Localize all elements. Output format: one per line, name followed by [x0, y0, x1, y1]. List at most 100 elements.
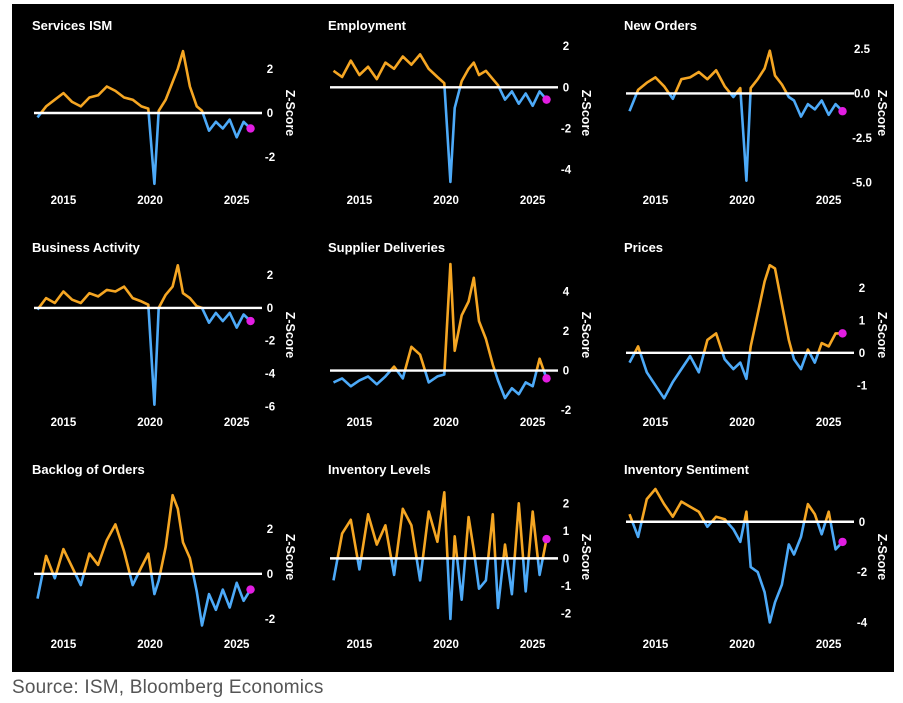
y-tick-label: -1 — [857, 380, 868, 392]
x-tick-label: 2020 — [137, 417, 163, 429]
source-note: Source: ISM, Bloomberg Economics — [12, 677, 324, 698]
latest-point — [542, 95, 551, 104]
x-tick-label: 2020 — [433, 639, 459, 651]
series-line-positive — [332, 53, 501, 88]
chart-8: Inventory Sentiment 0 -2 -4 Z-Score 2015 2020 2… — [624, 462, 889, 651]
series-line-positive — [633, 263, 843, 353]
y-tick-label: 0 — [267, 569, 273, 581]
x-tick-label: 2015 — [51, 639, 77, 651]
y-tick-label: 0 — [859, 348, 865, 360]
x-tick-label: 2020 — [729, 639, 755, 651]
y-axis-label: Z-Score — [579, 312, 593, 359]
x-tick-label: 2015 — [643, 417, 669, 429]
y-tick-label: 0 — [563, 553, 569, 565]
y-tick-label: 0 — [859, 517, 865, 529]
latest-point — [246, 316, 255, 326]
chart-title: Inventory Levels — [328, 462, 431, 477]
y-tick-label: 2 — [267, 64, 273, 76]
x-tick-label: 2015 — [643, 195, 669, 207]
y-tick-label: 2 — [267, 270, 273, 282]
x-tick-label: 2025 — [224, 639, 250, 651]
y-tick-label: -4 — [265, 369, 276, 381]
y-tick-label: 1 — [859, 315, 866, 327]
y-axis-label: Z-Score — [283, 312, 297, 359]
series-line-negative — [628, 93, 844, 182]
x-tick-label: 2020 — [433, 195, 459, 207]
x-tick-label: 2015 — [51, 195, 77, 207]
chart-3: Business Activity 2 0 -2 -4 -6 Z-Score 2015 2020… — [32, 240, 297, 429]
x-tick-label: 2015 — [347, 417, 373, 429]
chart-title: Business Activity — [32, 240, 141, 255]
latest-point — [542, 534, 551, 544]
latest-point — [246, 124, 255, 133]
series-line-positive — [388, 262, 546, 371]
y-tick-label: 0 — [563, 82, 569, 94]
chart-title: Inventory Sentiment — [624, 462, 750, 477]
series-line-positive — [628, 487, 832, 522]
y-tick-label: -2 — [561, 405, 571, 417]
series-line-positive — [39, 49, 205, 113]
chart-1: Employment 2 0 -2 -4 Z-Score 2015 2020 2025 — [328, 18, 593, 207]
chart-title: New Orders — [624, 18, 697, 33]
chart-4: Supplier Deliveries 4 2 0 -2 Z-Score 2015 2020 2… — [328, 240, 593, 429]
chart-title: Backlog of Orders — [32, 462, 145, 477]
y-tick-label: -2 — [265, 152, 275, 164]
x-tick-label: 2020 — [729, 195, 755, 207]
y-axis-label: Z-Score — [875, 534, 889, 581]
x-tick-label: 2015 — [347, 195, 373, 207]
series-line-negative — [36, 307, 252, 406]
latest-point — [542, 374, 551, 383]
y-tick-label: 0 — [563, 366, 569, 378]
x-tick-label: 2025 — [816, 195, 842, 207]
chart-7: Inventory Levels 2 1 0 -1 -2 Z-Score 2015 2020 20… — [328, 462, 593, 651]
chart-title: Employment — [328, 18, 407, 33]
x-tick-label: 2015 — [643, 639, 669, 651]
chart-panel: Services ISM 2 0 -2 Z-Score 2015 2020 2025 Emplo… — [12, 4, 894, 672]
y-tick-label: -2.5 — [852, 133, 872, 145]
series-line-negative — [36, 573, 252, 627]
x-tick-label: 2025 — [224, 417, 250, 429]
y-tick-label: -6 — [265, 401, 275, 413]
latest-point — [838, 329, 847, 338]
latest-point — [838, 107, 847, 116]
x-tick-label: 2015 — [347, 639, 373, 651]
series-line-positive — [635, 49, 789, 94]
y-tick-label: -5.0 — [852, 177, 872, 189]
x-tick-label: 2020 — [729, 417, 755, 429]
y-tick-label: -2 — [265, 336, 275, 348]
x-tick-label: 2020 — [137, 639, 163, 651]
y-tick-label: 2 — [267, 524, 273, 536]
y-axis-label: Z-Score — [875, 312, 889, 359]
y-tick-label: 2 — [563, 498, 569, 510]
x-tick-label: 2015 — [51, 417, 77, 429]
x-tick-label: 2020 — [433, 417, 459, 429]
series-line-positive — [37, 263, 204, 308]
latest-point — [246, 585, 255, 594]
y-axis-label: Z-Score — [875, 90, 889, 137]
chart-title: Supplier Deliveries — [328, 240, 445, 255]
y-axis-label: Z-Score — [579, 534, 593, 581]
chart-6: Backlog of Orders 2 0 -2 Z-Score 2015 2020 2025 — [32, 462, 297, 651]
y-tick-label: 1 — [563, 526, 570, 538]
x-tick-label: 2025 — [816, 417, 842, 429]
chart-0: Services ISM 2 0 -2 Z-Score 2015 2020 2025 — [32, 18, 297, 207]
y-tick-label: -2 — [265, 614, 275, 626]
chart-5: Prices 2 1 0 -1 Z-Score 2015 2020 2025 — [624, 240, 889, 429]
y-tick-label: 2.5 — [854, 44, 871, 56]
y-tick-label: -2 — [857, 567, 867, 579]
latest-point — [838, 537, 847, 547]
y-tick-label: 2 — [563, 41, 569, 53]
y-tick-label: 0 — [267, 108, 273, 120]
chart-title: Services ISM — [32, 18, 112, 33]
chart-2: New Orders 2.5 0.0 -2.5 -5.0 Z-Score 2015 2020 2… — [624, 18, 889, 207]
series-line-negative — [628, 352, 820, 400]
x-tick-label: 2025 — [520, 195, 546, 207]
y-axis-label: Z-Score — [283, 534, 297, 581]
series-line-negative — [630, 521, 844, 624]
series-line-negative — [443, 87, 548, 184]
x-tick-label: 2025 — [816, 639, 842, 651]
x-tick-label: 2025 — [520, 639, 546, 651]
y-tick-label: 2 — [563, 326, 569, 338]
series-line-negative — [332, 370, 548, 400]
